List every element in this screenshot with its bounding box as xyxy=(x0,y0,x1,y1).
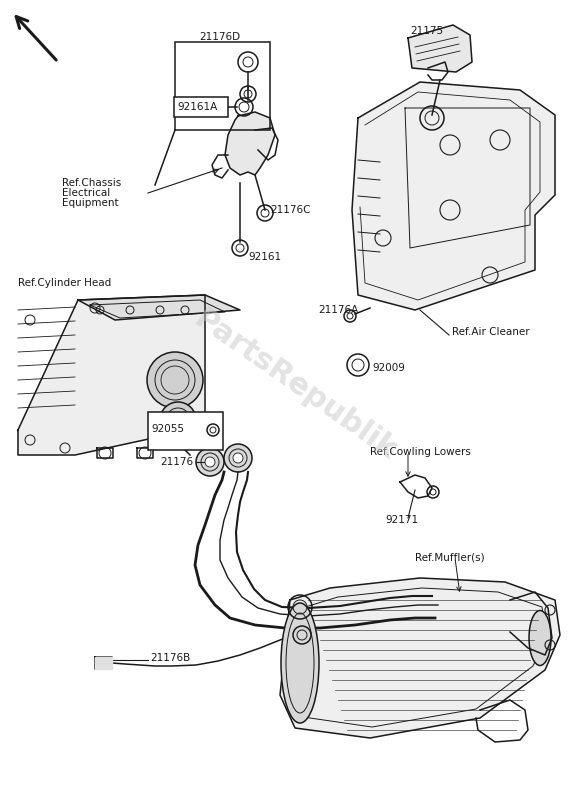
Text: Ref.Air Cleaner: Ref.Air Cleaner xyxy=(452,327,530,337)
Text: 92171: 92171 xyxy=(385,515,418,525)
Text: 21176: 21176 xyxy=(160,457,193,467)
Text: Electrical: Electrical xyxy=(62,188,110,198)
Text: 21175: 21175 xyxy=(410,26,443,36)
Text: 92161A: 92161A xyxy=(177,102,217,112)
Text: 21176C: 21176C xyxy=(270,205,311,215)
Polygon shape xyxy=(225,112,275,175)
Circle shape xyxy=(224,444,252,472)
Polygon shape xyxy=(280,578,560,738)
FancyBboxPatch shape xyxy=(148,412,223,450)
Ellipse shape xyxy=(281,603,319,723)
Circle shape xyxy=(160,402,196,438)
Text: Equipment: Equipment xyxy=(62,198,119,208)
Text: 21176B: 21176B xyxy=(150,653,190,663)
Text: 21176A: 21176A xyxy=(318,305,358,315)
Circle shape xyxy=(205,457,215,467)
Text: 92055: 92055 xyxy=(151,424,184,434)
Text: Ref.Cylinder Head: Ref.Cylinder Head xyxy=(18,278,111,288)
Text: 21176D: 21176D xyxy=(200,32,241,42)
Text: Ref.Cowling Lowers: Ref.Cowling Lowers xyxy=(370,447,471,457)
Text: PartsRepublik: PartsRepublik xyxy=(188,304,402,466)
Text: 92161: 92161 xyxy=(248,252,281,262)
FancyBboxPatch shape xyxy=(174,97,228,117)
Circle shape xyxy=(196,448,224,476)
Polygon shape xyxy=(95,657,112,669)
Circle shape xyxy=(233,453,243,463)
Polygon shape xyxy=(352,82,555,310)
Ellipse shape xyxy=(529,610,551,666)
Text: Ref.Chassis: Ref.Chassis xyxy=(62,178,121,188)
Circle shape xyxy=(147,352,203,408)
Polygon shape xyxy=(18,295,205,455)
Polygon shape xyxy=(408,25,472,72)
Text: Ref.Muffler(s): Ref.Muffler(s) xyxy=(415,553,485,563)
Polygon shape xyxy=(78,295,240,320)
Text: 92009: 92009 xyxy=(372,363,405,373)
